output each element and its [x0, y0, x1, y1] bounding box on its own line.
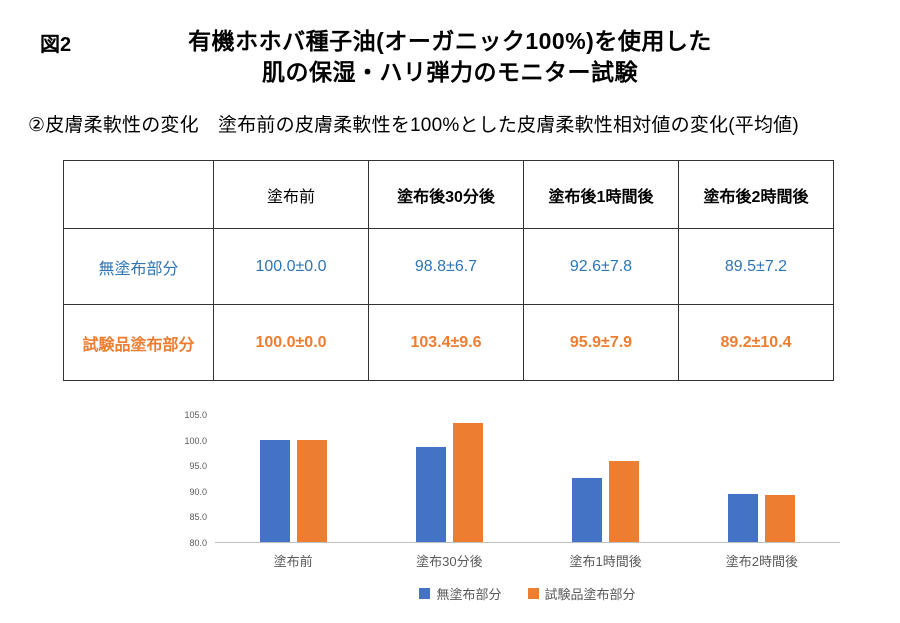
cell-treated-before: 100.0±0.0	[213, 304, 369, 381]
cell-untreated-before: 100.0±0.0	[213, 228, 369, 305]
y-tick-label: 105.0	[184, 410, 207, 420]
bar-series0-塗布2時間後	[728, 493, 759, 542]
y-tick-label: 85.0	[189, 512, 207, 523]
x-category-label: 塗布2時間後	[725, 554, 798, 569]
y-tick-label: 100.0	[184, 435, 207, 446]
x-category-label: 塗布前	[273, 554, 313, 569]
figure-number: 図2	[40, 34, 72, 56]
legend-swatch-icon	[419, 588, 431, 599]
table-header-empty	[63, 160, 214, 229]
x-category-label: 塗布30分後	[416, 554, 483, 569]
cell-treated-1hour: 95.9±7.9	[523, 304, 679, 381]
cell-treated-30min: 103.4±9.6	[368, 304, 524, 381]
chart-legend: 無塗布部分 試験品塗布部分	[215, 584, 840, 603]
legend-swatch-icon	[527, 588, 539, 599]
legend-label: 試験品塗布部分	[544, 587, 636, 602]
chart-body: 105.0 100.0 95.0 90.0 85.0 80.0	[170, 410, 840, 548]
figure-subtitle: ②皮膚柔軟性の変化 塗布前の皮膚柔軟性を100%とした皮膚柔軟性相対値の変化(平…	[28, 115, 799, 136]
bar-series1-塗布30分後	[452, 423, 483, 542]
row-label-untreated: 無塗布部分	[63, 228, 214, 305]
table-header-row: 塗布前 塗布後30分後 塗布後1時間後 塗布後2時間後	[63, 160, 834, 229]
cell-treated-2hour: 89.2±10.4	[678, 304, 834, 381]
bar-series0-塗布1時間後	[572, 478, 603, 542]
cell-untreated-1hour: 92.6±7.8	[523, 228, 679, 305]
row-label-treated: 試験品塗布部分	[63, 304, 214, 381]
bar-group	[728, 415, 796, 542]
legend-item: 試験品塗布部分	[527, 584, 636, 603]
y-tick-label: 95.0	[189, 461, 207, 472]
table-header-1hour: 塗布後1時間後	[523, 160, 679, 229]
bar-group	[415, 415, 483, 542]
figure-title: 有機ホホバ種子油(オーガニック100%)を使用した 肌の保湿・ハリ弾力のモニター…	[0, 26, 900, 88]
y-tick-label: 90.0	[189, 486, 207, 497]
cell-untreated-2hour: 89.5±7.2	[678, 228, 834, 305]
figure-title-line1: 有機ホホバ種子油(オーガニック100%)を使用した	[188, 28, 712, 54]
bar-series1-塗布1時間後	[609, 461, 640, 542]
bar-series0-塗布前	[259, 440, 290, 542]
figure-header: 図2 有機ホホバ種子油(オーガニック100%)を使用した 肌の保湿・ハリ弾力のモ…	[0, 0, 900, 88]
table-header-30min: 塗布後30分後	[368, 160, 524, 229]
table-header-before: 塗布前	[213, 160, 369, 229]
results-table: 塗布前 塗布後30分後 塗布後1時間後 塗布後2時間後 無塗布部分 100.0±…	[63, 160, 834, 381]
table-row-untreated: 無塗布部分 100.0±0.0 98.8±6.7 92.6±7.8 89.5±7…	[63, 228, 834, 305]
y-axis: 105.0 100.0 95.0 90.0 85.0 80.0	[170, 410, 215, 548]
bar-series1-塗布前	[296, 440, 327, 542]
table-row-treated: 試験品塗布部分 100.0±0.0 103.4±9.6 95.9±7.9 89.…	[63, 304, 834, 381]
legend-item: 無塗布部分	[419, 584, 502, 603]
legend-label: 無塗布部分	[436, 587, 502, 602]
bar-series0-塗布30分後	[415, 446, 446, 542]
x-category-label: 塗布1時間後	[569, 554, 642, 569]
figure-title-line2: 肌の保湿・ハリ弾力のモニター試験	[262, 59, 638, 85]
x-axis-labels: 塗布前 塗布30分後 塗布1時間後 塗布2時間後	[215, 551, 840, 570]
bar-chart: 105.0 100.0 95.0 90.0 85.0 80.0 塗布前 塗布30分後 塗布1時…	[170, 410, 840, 603]
table-header-2hour: 塗布後2時間後	[678, 160, 834, 229]
plot-area	[215, 415, 840, 543]
bar-group	[259, 415, 327, 542]
bar-group	[572, 415, 640, 542]
y-tick-label: 80.0	[189, 538, 207, 548]
cell-untreated-30min: 98.8±6.7	[368, 228, 524, 305]
bar-series1-塗布2時間後	[765, 495, 796, 542]
